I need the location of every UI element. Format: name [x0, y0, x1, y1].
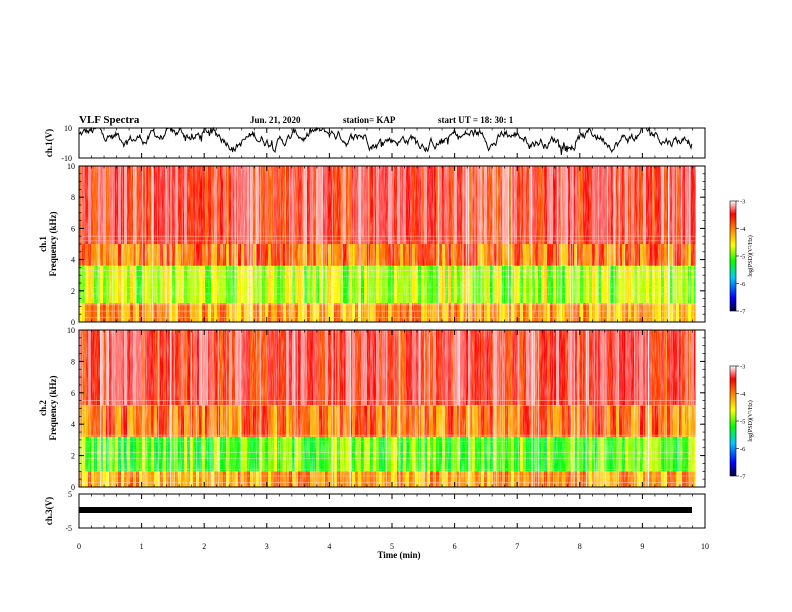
ch2-spectrogram-ylabel: ch.2Frequency (kHz) [38, 375, 58, 440]
colorbar-tick-label: -7 [740, 309, 746, 316]
time-tick-label: 5 [390, 542, 394, 551]
freq-tick-label: 6 [71, 389, 75, 398]
ch1-waveform-ylabel: ch.1(V) [44, 129, 54, 157]
time-tick-label: 3 [265, 542, 269, 551]
ch2-spectrogram-image [79, 330, 705, 487]
time-tick-label: 2 [202, 542, 206, 551]
spectrogram-noise [79, 330, 696, 487]
ch2-colorbar-ticks: -3 -4 -5 -6 -7 [736, 364, 746, 481]
time-tick-label: 7 [515, 542, 519, 551]
time-axis-label: Time (min) [377, 550, 420, 560]
time-tick-label: 1 [140, 542, 144, 551]
time-axis-labels: 0 1 2 3 4 5 6 7 8 9 10 [77, 542, 709, 551]
freq-tick-label: 2 [71, 452, 75, 461]
ch3-waveform-band [79, 507, 692, 513]
time-tick-label: 10 [701, 542, 709, 551]
header-station: station= KAP [343, 115, 396, 125]
ch2-colorbar-label: log(PSD)(V²/Hz) [747, 400, 754, 441]
ch3-waveform-ylabel: ch.3(V) [44, 497, 54, 525]
freq-tick-label: 6 [71, 224, 75, 233]
ch1-spectrogram-image [79, 166, 705, 322]
freq-tick-label: 10 [67, 162, 75, 171]
ch3-ytick-bottom: -5 [65, 524, 72, 533]
header-date: Jun. 21, 2020 [250, 115, 301, 125]
ch1-colorbar: -3 -4 -5 -6 -7 log(PSD)(V²/Hz) [729, 199, 754, 316]
colorbar-tick-label: -6 [740, 446, 746, 453]
time-tick-label: 8 [578, 542, 582, 551]
ch1-waveform-panel: 10 -10 ch.1(V) [44, 124, 706, 163]
colorbar-tick-label: -5 [740, 254, 745, 261]
colorbar-tick-label: -4 [740, 391, 746, 398]
colorbar-tick-label: -6 [740, 281, 746, 288]
colorbar-tick-label: -5 [740, 419, 745, 426]
time-tick-label: 0 [77, 542, 81, 551]
freq-tick-label: 0 [71, 483, 75, 492]
spectrogram-noise [79, 166, 696, 322]
ch1-colorbar-label: log(PSD)(V²/Hz) [747, 235, 754, 276]
freq-tick-label: 10 [67, 326, 75, 335]
ch1-colorbar-ticks: -3 -4 -5 -6 -7 [736, 199, 746, 316]
time-axis-ticks [78, 128, 706, 528]
time-tick-label: 9 [640, 542, 644, 551]
ch2-colorbar: -3 -4 -5 -6 -7 log(PSD)(V²/Hz) [729, 364, 754, 481]
freq-tick-label: 2 [71, 287, 75, 296]
colorbar-tick-label: -7 [740, 474, 746, 481]
ch1-spectrogram-panel: 0 2 4 6 8 10 ch.1Frequency (kHz) -3 -4 -5 -6 -7 l… [38, 162, 754, 327]
header-start-time: start UT = 18: 30: 1 [438, 115, 514, 125]
ch1-frequency-ticks: 0 2 4 6 8 10 [67, 162, 705, 327]
ch1-spectrogram-ylabel: ch.1Frequency (kHz) [38, 211, 58, 276]
figure-title: VLF Spectra [79, 114, 140, 126]
colorbar-tick-label: -4 [740, 226, 746, 233]
ch1-ytick-top: 10 [64, 124, 72, 133]
freq-tick-label: 8 [71, 357, 75, 366]
colorbar-tick-label: -3 [740, 364, 745, 371]
ch1-waveform-line [78, 126, 693, 156]
time-tick-label: 4 [327, 542, 331, 551]
freq-tick-label: 4 [71, 420, 75, 429]
spectrogram-blank [695, 166, 705, 322]
spectrogram-blank [695, 330, 705, 487]
freq-tick-label: 0 [71, 318, 75, 327]
ch1-ytick-bottom: -10 [61, 154, 72, 163]
time-tick-label: 6 [453, 542, 457, 551]
ch3-waveform-panel: 5 -5 ch.3(V) [44, 490, 706, 533]
colorbar-tick-label: -3 [740, 199, 745, 206]
ch2-spectrogram-panel: 0 2 4 6 8 10 ch.2Frequency (kHz) -3 -4 -5 -6 -7 l… [38, 326, 754, 492]
freq-tick-label: 4 [71, 256, 75, 265]
freq-tick-label: 8 [71, 193, 75, 202]
ch3-ytick-top: 5 [68, 490, 72, 499]
